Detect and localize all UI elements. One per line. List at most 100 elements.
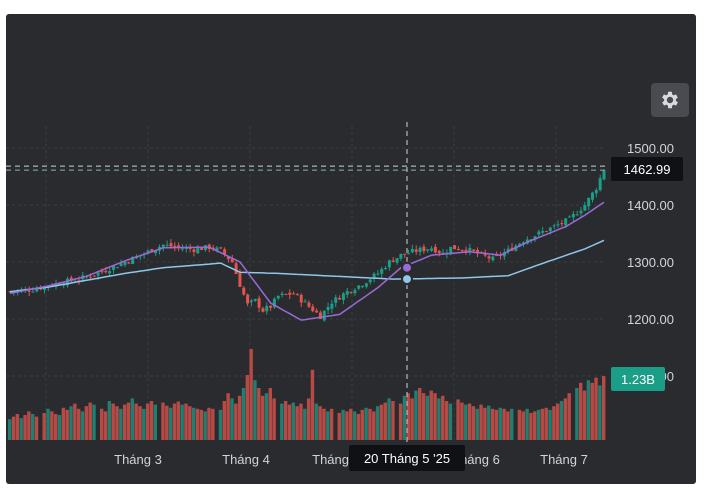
candle-body: [587, 197, 591, 207]
volume-bar: [375, 406, 380, 440]
gear-icon: [662, 91, 678, 109]
volume-bar: [53, 414, 58, 440]
volume-bar: [467, 403, 472, 440]
volume-bar: [460, 402, 464, 440]
candle-body: [433, 246, 437, 253]
volume-bar: [50, 411, 54, 440]
volume-bar: [303, 408, 307, 440]
volume-bar: [341, 409, 345, 440]
volume-label: 1.23B: [621, 372, 655, 387]
volume-bar: [165, 405, 169, 440]
candle-body: [453, 245, 457, 250]
candle-body: [579, 210, 583, 214]
candle-body: [368, 279, 372, 283]
volume-bar: [410, 398, 414, 440]
volume-bar: [398, 403, 403, 440]
volume-tag: 1.23B: [611, 367, 665, 391]
volume-bar: [372, 411, 376, 440]
candle-body: [88, 276, 92, 278]
volume-bar: [594, 377, 598, 440]
candle-body: [380, 268, 384, 274]
volume-bar: [536, 409, 541, 440]
volume-bar: [414, 390, 418, 440]
candle-body: [104, 270, 108, 273]
candle-body: [345, 291, 349, 295]
candle-body: [161, 244, 165, 248]
candle-body: [441, 252, 445, 254]
candle-body: [303, 301, 307, 303]
volume-bar: [226, 393, 230, 440]
volume-bar: [552, 406, 556, 440]
candle-body: [364, 283, 368, 287]
volume-bar: [479, 404, 483, 440]
volume-bar: [487, 405, 491, 440]
candle-body: [242, 287, 246, 295]
volume-bar: [130, 398, 135, 440]
candle-body: [280, 293, 284, 296]
volume-bar: [525, 408, 529, 440]
crosshair-date-label: 20 Tháng 5 '25: [364, 451, 450, 466]
volume-bar: [142, 408, 146, 440]
volume-bar: [234, 403, 238, 440]
volume-bar: [575, 388, 579, 440]
candle-body: [407, 253, 411, 255]
volume-bar: [579, 382, 583, 440]
candle-body: [269, 305, 273, 308]
x-tick-label: Tháng 7: [540, 452, 588, 467]
candle-body: [468, 247, 472, 253]
volume-bar: [115, 406, 119, 440]
volume-bar: [602, 376, 606, 440]
candle-body: [69, 277, 73, 281]
candle-body: [326, 307, 330, 311]
candle-body: [437, 250, 441, 254]
volume-bar: [379, 404, 384, 440]
crosshair-point-ma-short: [401, 261, 413, 274]
settings-button[interactable]: [651, 83, 689, 117]
candle-body: [27, 290, 31, 292]
candle-body: [35, 288, 39, 292]
candle-body: [238, 273, 242, 287]
x-tick-label: Tháng 5: [312, 452, 360, 467]
candle-body: [537, 231, 541, 235]
volume-bar: [195, 408, 200, 440]
crosshair-date-tag: 20 Tháng 5 '25: [349, 445, 465, 471]
candle-body: [219, 247, 223, 249]
candle-body: [426, 249, 430, 251]
candle-body: [361, 286, 365, 288]
candle-body: [77, 280, 81, 282]
candle-body: [583, 205, 587, 211]
volume-bar: [168, 407, 173, 440]
candle-body: [184, 247, 188, 249]
candle-body: [322, 310, 326, 321]
volume-bar: [540, 408, 545, 440]
volume-bar: [483, 407, 487, 440]
volume-bar: [448, 403, 453, 440]
volume-bar: [249, 349, 253, 440]
candle-body: [284, 294, 288, 296]
candle-body: [502, 252, 506, 257]
volume-bars: [8, 349, 606, 440]
volume-bar: [92, 404, 96, 440]
volume-bar: [176, 401, 181, 440]
volume-bar: [107, 401, 112, 440]
candle-body: [594, 190, 598, 194]
candle-body: [8, 291, 12, 293]
candle-body: [265, 306, 269, 312]
candle-body: [234, 263, 238, 274]
y-tick-label: 1500.00: [627, 141, 674, 156]
volume-bar: [506, 411, 510, 440]
candle-body: [545, 231, 549, 233]
volume-bar: [559, 401, 564, 440]
candle-body: [357, 285, 361, 289]
candle-body: [131, 256, 135, 265]
volume-bar: [211, 408, 215, 440]
volume-bar: [318, 406, 322, 440]
candle-body: [341, 293, 345, 300]
volume-bar: [149, 401, 154, 440]
candle-body: [602, 170, 606, 180]
ma-short-line: [9, 201, 605, 321]
candle-body: [564, 218, 568, 226]
volume-bar: [437, 398, 441, 440]
volume-bar: [119, 408, 123, 440]
